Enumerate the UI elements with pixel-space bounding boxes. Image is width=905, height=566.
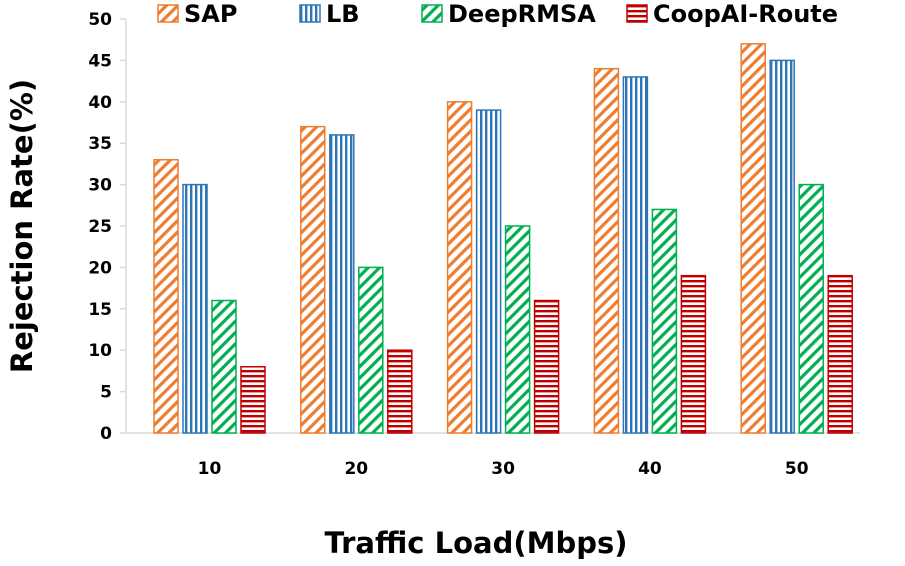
bar-deeprmsa-40 — [651, 208, 678, 434]
y-tick-label: 25 — [88, 217, 112, 237]
y-tick-label: 40 — [88, 93, 112, 113]
bar-sap-50 — [740, 43, 766, 434]
y-tick-label: 5 — [100, 383, 112, 403]
y-tick-label: 45 — [88, 51, 112, 71]
x-tick-label: 30 — [491, 459, 515, 479]
bar-deeprmsa-10 — [211, 299, 237, 434]
legend-swatch-lb — [299, 4, 321, 23]
legend: SAP LB DeepRMSA CoopAI-Route — [157, 0, 838, 28]
x-tick-label: 40 — [638, 459, 662, 479]
legend-label-coopai-route: CoopAI-Route — [653, 0, 838, 28]
x-tick-label: 50 — [785, 459, 809, 479]
bar-group — [153, 43, 853, 434]
bar-coopai-route-10 — [240, 366, 266, 434]
x-axis-title: Traffic Load(Mbps) — [325, 526, 628, 560]
y-tick-label: 10 — [88, 341, 112, 361]
bar-lb-20 — [329, 134, 355, 434]
bar-lb-30 — [475, 109, 502, 434]
bar-sap-20 — [300, 125, 326, 434]
y-tick-label: 30 — [88, 176, 112, 196]
bar-lb-50 — [769, 59, 795, 434]
legend-label-sap: SAP — [184, 0, 237, 28]
bar-deeprmsa-50 — [798, 183, 824, 434]
y-tick-label: 20 — [88, 258, 112, 278]
legend-swatch-sap — [157, 4, 179, 23]
y-tick-group: 0 5 10 15 20 25 30 35 40 45 50 — [88, 10, 126, 444]
x-tick-group: 10 20 30 40 50 — [198, 459, 809, 479]
bar-lb-40 — [622, 76, 649, 434]
bar-coopai-route-40 — [680, 274, 707, 434]
bar-lb-10 — [182, 183, 208, 434]
bar-coopai-route-20 — [387, 349, 413, 434]
x-tick-label: 10 — [198, 459, 222, 479]
bar-sap-10 — [153, 159, 179, 434]
bar-coopai-route-30 — [533, 299, 560, 434]
bar-coopai-route-50 — [827, 274, 853, 434]
y-tick-label: 15 — [88, 300, 112, 320]
legend-swatch-deeprmsa — [421, 4, 443, 23]
y-axis-title: Rejection Rate(%) — [5, 79, 39, 373]
x-tick-label: 20 — [344, 459, 368, 479]
y-tick-label: 50 — [88, 10, 112, 30]
legend-label-deeprmsa: DeepRMSA — [448, 0, 596, 28]
bar-deeprmsa-20 — [358, 266, 384, 434]
bar-deeprmsa-30 — [504, 225, 531, 434]
legend-swatch-coopai-route — [626, 4, 648, 23]
y-tick-label: 35 — [88, 134, 112, 154]
legend-label-lb: LB — [326, 0, 360, 28]
bar-sap-40 — [593, 67, 620, 434]
bar-sap-30 — [446, 101, 473, 434]
y-tick-label: 0 — [100, 424, 112, 444]
